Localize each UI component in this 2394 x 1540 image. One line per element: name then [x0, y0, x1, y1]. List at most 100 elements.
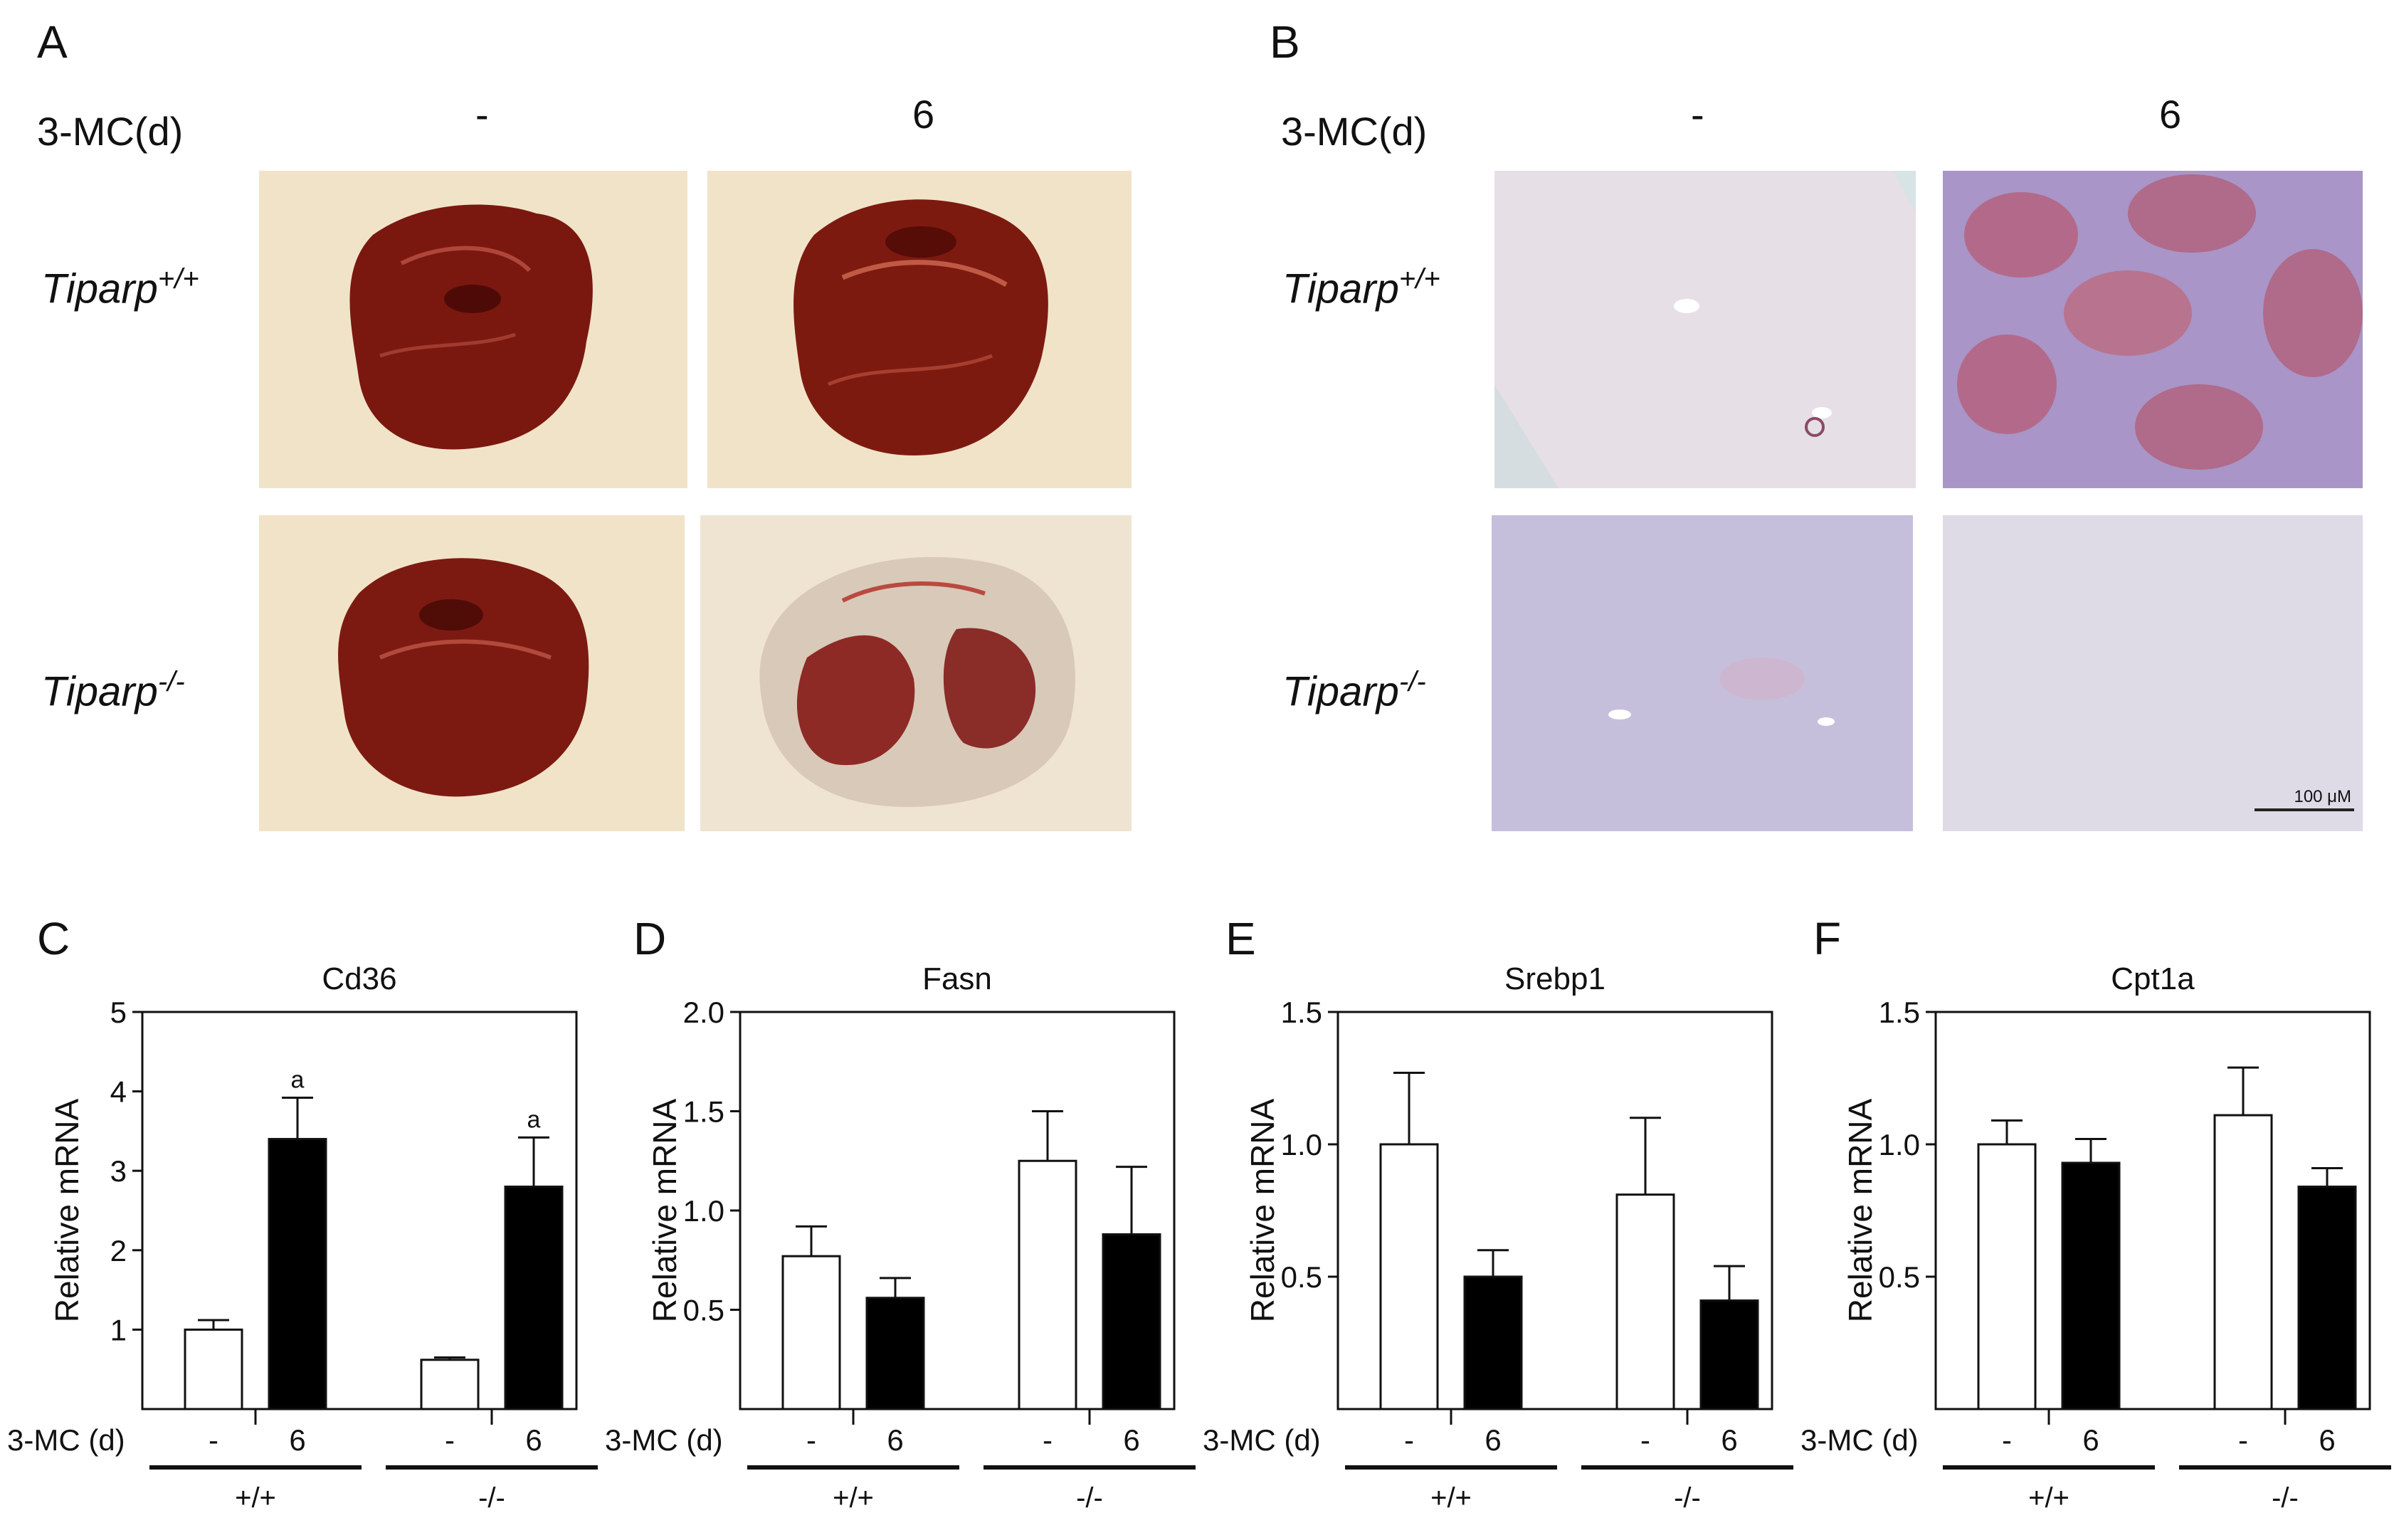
y-tick-label: 3	[110, 1154, 127, 1188]
panel-e-letter: E	[1225, 913, 1256, 964]
panel-a-col-untreated: -	[475, 92, 489, 137]
x-category-label: -	[2238, 1423, 2248, 1457]
bar	[1463, 1275, 1523, 1410]
x-category-label: -	[209, 1423, 218, 1457]
panel-b-row-wt-label: Tiparp+/+	[1282, 263, 1440, 312]
x-category-label: 6	[1721, 1423, 1737, 1457]
panel-a-letter: A	[37, 16, 68, 68]
y-axis-label: Relative mRNA	[48, 1098, 85, 1322]
x-category-label: -	[2002, 1423, 2012, 1457]
treatment-label: 3-MC (d)	[1203, 1423, 1321, 1457]
significance-label: a	[291, 1067, 305, 1094]
liver-photo-ko-control	[259, 515, 685, 831]
bar	[504, 1186, 564, 1410]
histology-wt-3mc	[1943, 171, 2363, 488]
bar	[184, 1328, 243, 1410]
treatment-label: 3-MC (d)	[7, 1423, 125, 1457]
x-category-label: 6	[887, 1423, 903, 1457]
genotype-label: -/-	[1076, 1482, 1103, 1514]
liver-photo-ko-3mc	[700, 515, 1132, 831]
y-tick-label: 2	[110, 1234, 127, 1267]
histology-ko-3mc: 100 μM	[1943, 515, 2363, 831]
chart-fasn: Fasn Relative mRNA 0.5 1.0 1.5 2.0 - 6 - 6 3-MC (d…	[605, 961, 1196, 1514]
liver-photo-wt-control	[259, 171, 687, 488]
y-tick-label: 1	[110, 1313, 127, 1346]
chart-title: Srebp1	[1504, 961, 1605, 996]
histology-wt-control	[1494, 171, 1916, 488]
y-tick-label: 0.5	[1281, 1260, 1322, 1294]
treatment-label: 3-MC (d)	[605, 1423, 723, 1457]
x-category-label: 6	[525, 1423, 542, 1457]
y-tick-label: 1.0	[683, 1194, 724, 1228]
genotype-label: -/-	[1674, 1482, 1701, 1514]
chart-cd36: Cd36 Relative mRNA 1 2 3 4 5 - a 6 - a 6 3-MC (d) +/+ -…	[7, 961, 598, 1514]
panel-a-treatment-label: 3-MC(d)	[37, 109, 184, 154]
y-tick-label: 1.5	[1281, 996, 1322, 1029]
genotype-label: -/-	[478, 1482, 505, 1514]
bar	[2213, 1114, 2273, 1410]
panel-f-letter: F	[1813, 913, 1842, 964]
scale-bar-label: 100 μM	[2294, 787, 2351, 806]
x-category-label: -	[1640, 1423, 1650, 1457]
x-category-label: -	[445, 1423, 455, 1457]
y-tick-label: 1.0	[1879, 1128, 1920, 1161]
panel-a-row-wt-label: Tiparp+/+	[41, 263, 199, 312]
genotype-label: +/+	[235, 1482, 276, 1514]
panel-a-row-ko-label: Tiparp-/-	[41, 666, 185, 715]
genotype-label: +/+	[2028, 1482, 2069, 1514]
panel-a-col-day6: 6	[912, 92, 935, 137]
bar	[1699, 1299, 1759, 1410]
panel-b-col-day6: 6	[2159, 92, 2182, 137]
y-tick-label: 0.5	[683, 1294, 724, 1327]
x-category-label: -	[1404, 1423, 1414, 1457]
panel-b-row-ko-label: Tiparp-/-	[1282, 666, 1426, 715]
y-axis-label: Relative mRNA	[646, 1098, 683, 1322]
x-category-label: 6	[1123, 1423, 1139, 1457]
x-category-label: 6	[289, 1423, 305, 1457]
plot-frame	[141, 1011, 578, 1410]
panel-b-treatment-label: 3-MC(d)	[1281, 109, 1428, 154]
bar	[781, 1255, 841, 1410]
genotype-label: +/+	[1430, 1482, 1472, 1514]
chart-title: Cd36	[322, 961, 396, 996]
panel-b-letter: B	[1270, 16, 1300, 68]
y-axis-label: Relative mRNA	[1842, 1098, 1879, 1322]
panel-c-letter: C	[37, 913, 70, 964]
panel-b-col-untreated: -	[1691, 92, 1704, 137]
y-tick-label: 1.5	[683, 1095, 724, 1129]
y-tick-label: 5	[110, 996, 127, 1029]
bar	[1018, 1159, 1077, 1410]
chart-title: Cpt1a	[2111, 961, 2195, 996]
x-category-label: -	[1043, 1423, 1053, 1457]
genotype-label: +/+	[833, 1482, 874, 1514]
panel-d-letter: D	[633, 913, 667, 964]
x-category-label: 6	[2082, 1423, 2099, 1457]
genotype-label: -/-	[2272, 1482, 2299, 1514]
liver-photo-wt-3mc	[707, 171, 1132, 488]
bar	[420, 1359, 480, 1410]
x-category-label: 6	[1485, 1423, 1501, 1457]
bar	[268, 1138, 327, 1410]
bar	[865, 1297, 925, 1410]
x-category-label: -	[806, 1423, 816, 1457]
y-tick-label: 1.5	[1879, 996, 1920, 1029]
y-tick-label: 4	[110, 1075, 127, 1109]
y-tick-label: 0.5	[1879, 1260, 1920, 1294]
histology-ko-control	[1492, 515, 1913, 831]
plot-frame	[1336, 1011, 1773, 1410]
bar	[1379, 1143, 1439, 1410]
plot-frame	[1934, 1011, 2371, 1410]
bar	[1615, 1193, 1675, 1410]
chart-cpt1a: Cpt1a Relative mRNA 0.5 1.0 1.5 - 6 - 6 3-MC (d) +…	[1800, 961, 2391, 1514]
bar	[1102, 1233, 1161, 1410]
y-tick-label: 2.0	[683, 996, 724, 1029]
x-category-label: 6	[2319, 1423, 2335, 1457]
bar	[2061, 1161, 2121, 1410]
significance-label: a	[527, 1106, 541, 1133]
y-axis-label: Relative mRNA	[1244, 1098, 1281, 1322]
chart-title: Fasn	[922, 961, 992, 996]
bar	[2297, 1186, 2357, 1410]
bar	[1977, 1143, 2037, 1410]
y-tick-label: 1.0	[1281, 1128, 1322, 1161]
chart-srebp1: Srebp1 Relative mRNA 0.5 1.0 1.5 - 6 - 6 3-MC (d)…	[1203, 961, 1793, 1514]
